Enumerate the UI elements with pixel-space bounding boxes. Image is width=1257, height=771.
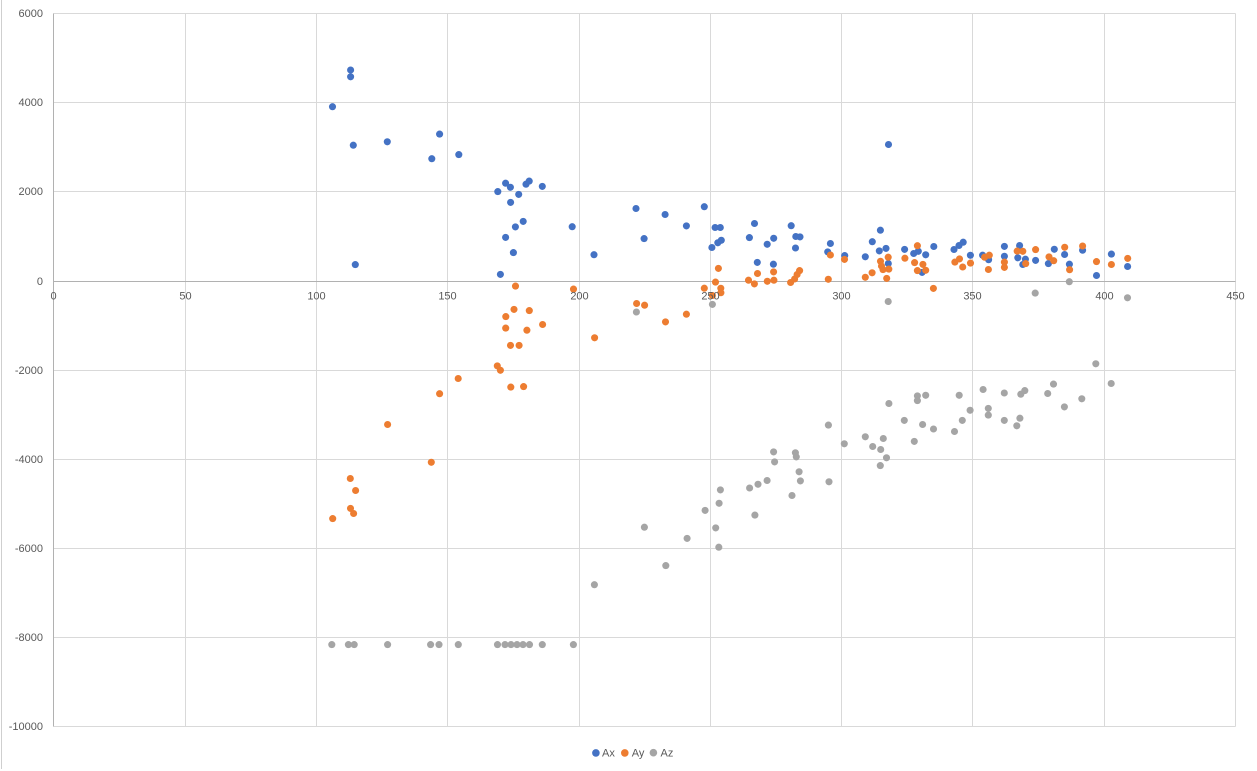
svg-text:0: 0 <box>50 291 56 303</box>
svg-text:150: 150 <box>438 291 456 303</box>
svg-text:Az: Az <box>661 748 674 760</box>
svg-text:6000: 6000 <box>19 8 43 20</box>
svg-text:400: 400 <box>1095 291 1113 303</box>
svg-text:200: 200 <box>570 291 588 303</box>
svg-text:Ay: Ay <box>632 748 645 760</box>
svg-text:-8000: -8000 <box>15 632 43 644</box>
svg-text:300: 300 <box>832 291 850 303</box>
svg-text:250: 250 <box>701 291 719 303</box>
svg-text:450: 450 <box>1226 291 1244 303</box>
svg-text:0: 0 <box>37 276 43 288</box>
svg-text:-4000: -4000 <box>15 454 43 466</box>
svg-text:-6000: -6000 <box>15 543 43 555</box>
svg-text:100: 100 <box>307 291 325 303</box>
svg-text:-10000: -10000 <box>9 721 43 733</box>
svg-text:-2000: -2000 <box>15 365 43 377</box>
svg-text:50: 50 <box>179 291 191 303</box>
svg-text:350: 350 <box>963 291 981 303</box>
svg-text:Ax: Ax <box>602 748 615 760</box>
svg-text:4000: 4000 <box>19 97 43 109</box>
svg-text:2000: 2000 <box>19 186 43 198</box>
